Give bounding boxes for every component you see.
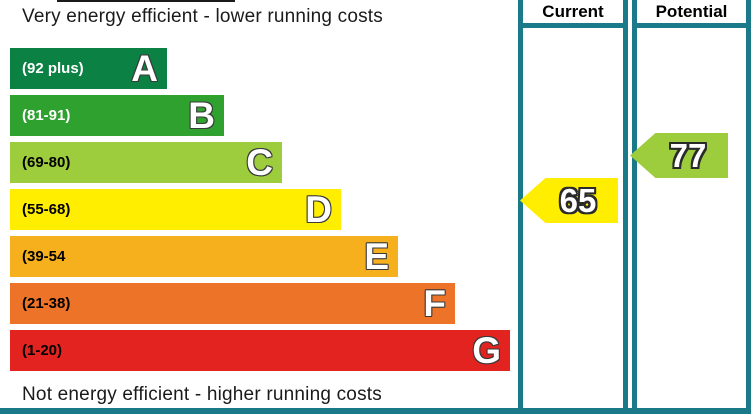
band-row-a: (92 plus) A xyxy=(10,48,167,89)
band-row-e: (39-54 E xyxy=(10,236,398,277)
band-row-d: (55-68) D xyxy=(10,189,341,230)
bottom-border-bar xyxy=(0,408,751,414)
band-range-label: (55-68) xyxy=(22,201,71,218)
potential-column: Potential xyxy=(632,0,751,408)
band-letter: G xyxy=(472,330,501,371)
band-letter: C xyxy=(246,142,273,183)
band-letter: F xyxy=(423,283,446,324)
band-row-f: (21-38) F xyxy=(10,283,455,324)
band-range-label: (1-20) xyxy=(22,342,63,359)
band-list: (92 plus) A (81-91) B (69-80) C (55-68) … xyxy=(10,48,510,377)
potential-column-header: Potential xyxy=(637,0,746,28)
band-range-label: (21-38) xyxy=(22,295,71,312)
band-range-label: (39-54 xyxy=(22,248,66,265)
band-range-label: (92 plus) xyxy=(22,60,84,77)
potential-rating-arrow: 77 xyxy=(630,133,728,178)
band-letter: D xyxy=(305,189,332,230)
band-letter: B xyxy=(188,95,215,136)
current-column-header: Current xyxy=(523,0,623,28)
band-letter: A xyxy=(131,48,158,89)
top-caption: Very energy efficient - lower running co… xyxy=(22,6,383,27)
band-row-c: (69-80) C xyxy=(10,142,282,183)
potential-rating-value: 77 xyxy=(669,136,707,174)
band-row-g: (1-20) G xyxy=(10,330,510,371)
band-range-label: (69-80) xyxy=(22,154,71,171)
current-rating-value: 65 xyxy=(559,181,597,219)
band-row-b: (81-91) B xyxy=(10,95,224,136)
crop-artifact-line xyxy=(57,0,235,2)
bottom-caption: Not energy efficient - higher running co… xyxy=(22,384,382,405)
band-range-label: (81-91) xyxy=(22,107,71,124)
band-letter: E xyxy=(364,236,389,277)
